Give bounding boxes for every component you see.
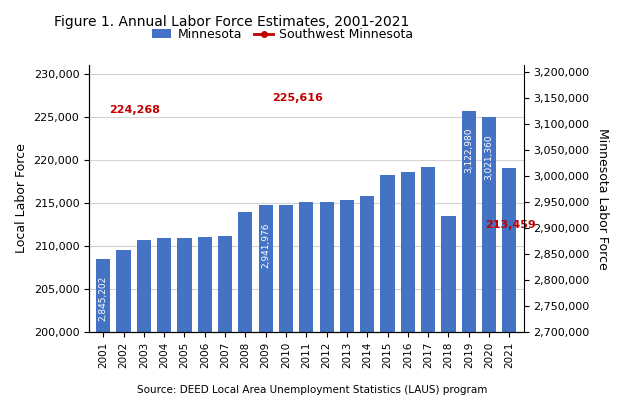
- Bar: [238, 212, 253, 395]
- Bar: [177, 238, 192, 395]
- Text: 225,616: 225,616: [272, 93, 323, 103]
- Y-axis label: Local Labor Force: Local Labor Force: [15, 143, 28, 254]
- Bar: [340, 200, 354, 395]
- Text: 2,845,202: 2,845,202: [99, 276, 108, 321]
- Legend: Minnesota, Southwest Minnesota: Minnesota, Southwest Minnesota: [147, 23, 419, 46]
- Bar: [218, 235, 232, 395]
- Bar: [279, 205, 293, 395]
- Bar: [319, 202, 334, 395]
- Bar: [117, 250, 130, 395]
- Bar: [401, 172, 415, 395]
- Bar: [157, 238, 171, 395]
- Text: Source: DEED Local Area Unemployment Statistics (LAUS) program: Source: DEED Local Area Unemployment Sta…: [137, 385, 487, 395]
- Bar: [258, 205, 273, 395]
- Bar: [441, 216, 456, 395]
- Bar: [360, 196, 374, 395]
- Y-axis label: Minnesota Labor Force: Minnesota Labor Force: [596, 128, 609, 269]
- Bar: [381, 175, 394, 395]
- Text: 224,268: 224,268: [109, 105, 160, 115]
- Bar: [299, 202, 313, 395]
- Bar: [137, 240, 151, 395]
- Text: 213,459: 213,459: [485, 220, 536, 230]
- Text: 3,021,360: 3,021,360: [485, 135, 494, 181]
- Text: 2,941,976: 2,941,976: [261, 223, 270, 268]
- Bar: [198, 237, 212, 395]
- Bar: [482, 117, 496, 395]
- Bar: [502, 168, 517, 395]
- Text: Figure 1. Annual Labor Force Estimates, 2001-2021: Figure 1. Annual Labor Force Estimates, …: [54, 15, 409, 29]
- Text: 3,122,980: 3,122,980: [464, 128, 473, 173]
- Bar: [421, 167, 436, 395]
- Bar: [462, 111, 476, 395]
- Bar: [96, 259, 110, 395]
